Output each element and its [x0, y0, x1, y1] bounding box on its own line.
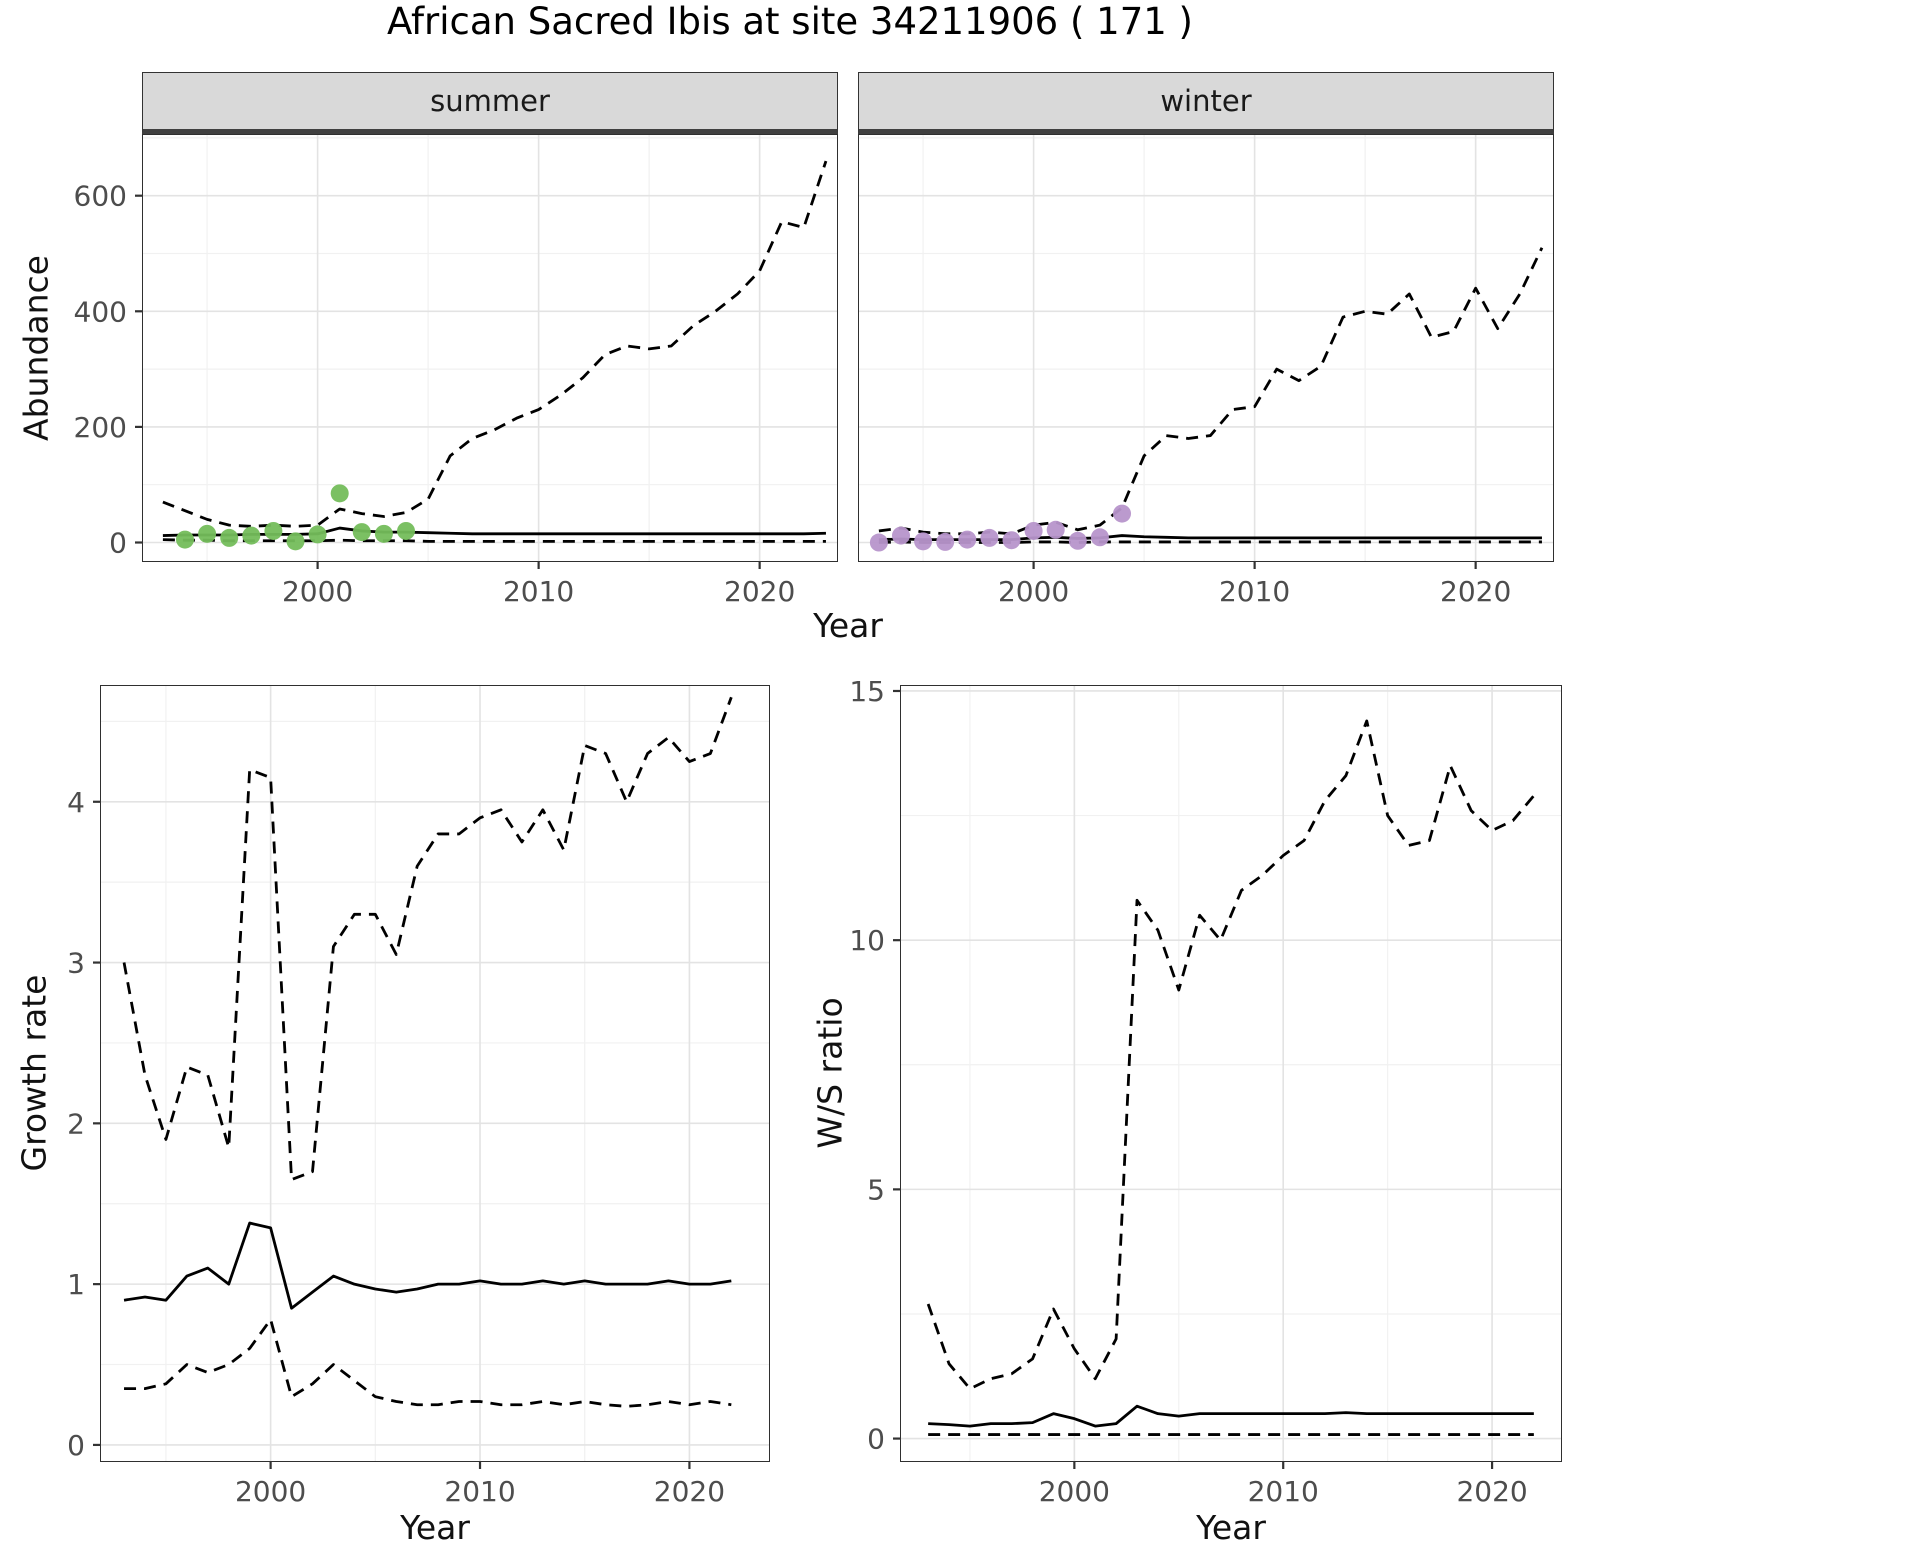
observation-point [1046, 520, 1065, 539]
observation-point [397, 521, 416, 540]
observation-point [1068, 531, 1087, 550]
observation-point [220, 528, 239, 547]
upper_ci-line [162, 160, 828, 528]
y-tick-label: 3 [67, 947, 85, 980]
facet-strip-winter: winter [858, 72, 1554, 134]
observation-point [374, 524, 393, 543]
x-tick-label: 2010 [1219, 575, 1290, 608]
facet-strip-summer-label: summer [430, 84, 550, 118]
observation-point [242, 526, 261, 545]
observation-point [914, 532, 933, 551]
facet-strip-summer: summer [142, 72, 838, 134]
abundance-winter-panel: 2000 2010 2020 [858, 134, 1554, 608]
x-tick-label: 2000 [1039, 1475, 1110, 1508]
observation-point [286, 532, 305, 551]
observation-point [308, 525, 327, 544]
x-tick-label: 2000 [282, 575, 353, 608]
x-tick-label: 2020 [654, 1475, 725, 1508]
median-line [928, 1404, 1534, 1428]
y-tick-label: 600 [74, 180, 127, 213]
x-tick-label: 2020 [1456, 1475, 1527, 1508]
ws-ratio-x-axis-title: Year [1196, 1508, 1266, 1547]
y-tick-label: 10 [849, 924, 885, 957]
upper_ci-line [878, 247, 1544, 536]
top-x-axis-title: Year [813, 606, 883, 645]
observation-point [1002, 531, 1021, 550]
observation-point [958, 530, 977, 549]
x-tick-label: 2010 [1248, 1475, 1319, 1508]
observation-point [198, 524, 217, 543]
observation-point [352, 523, 371, 542]
growth-rate-panel: 2000 2010 2020 0 1 2 3 4 [67, 685, 770, 1508]
y-tick-label: 400 [74, 295, 127, 328]
ws-ratio-axis-title: W/S ratio [810, 997, 850, 1149]
y-tick-label: 0 [109, 527, 127, 560]
observation-point [1090, 528, 1109, 547]
x-tick-label: 2020 [724, 575, 795, 608]
chart-title: African Sacred Ibis at site 34211906 ( 1… [387, 0, 1193, 43]
median-line [162, 526, 826, 537]
y-tick-label: 0 [67, 1429, 85, 1462]
observation-point [330, 484, 349, 503]
abundance-axis-title: Abundance [16, 255, 56, 441]
median-line [123, 1221, 732, 1310]
observation-point [891, 526, 910, 545]
observation-point [1113, 504, 1132, 523]
lower_ci-line [124, 1318, 732, 1408]
upper_ci-line [122, 696, 733, 1182]
observation-point [175, 530, 194, 549]
growth-rate-axis-title: Growth rate [14, 974, 54, 1172]
upper_ci-line [926, 719, 1535, 1391]
lower_ci-line [162, 538, 826, 543]
ws-ratio-panel: 2000 2010 2020 0 5 10 15 [849, 675, 1562, 1508]
y-tick-label: 5 [867, 1173, 885, 1206]
x-tick-label: 2000 [235, 1475, 306, 1508]
observation-point [869, 533, 888, 552]
y-tick-label: 0 [867, 1423, 885, 1456]
growth-rate-x-axis-title: Year [400, 1508, 470, 1547]
x-tick-label: 2010 [444, 1475, 515, 1508]
facet-strip-winter-label: winter [1160, 84, 1252, 118]
y-tick-label: 1 [67, 1268, 85, 1301]
y-tick-label: 200 [74, 411, 127, 444]
x-tick-label: 2000 [998, 575, 1069, 608]
observation-point [936, 532, 955, 551]
x-tick-label: 2010 [503, 575, 574, 608]
y-tick-label: 4 [67, 786, 85, 819]
y-tick-label: 2 [67, 1107, 85, 1140]
observation-point [1024, 521, 1043, 540]
observation-point [264, 521, 283, 540]
y-tick-label: 15 [849, 675, 885, 708]
observation-point [980, 528, 999, 547]
x-tick-label: 2020 [1440, 575, 1511, 608]
median-line [878, 534, 1542, 542]
abundance-summer-panel: 2000 2010 2020 0 200 400 600 [74, 134, 838, 608]
